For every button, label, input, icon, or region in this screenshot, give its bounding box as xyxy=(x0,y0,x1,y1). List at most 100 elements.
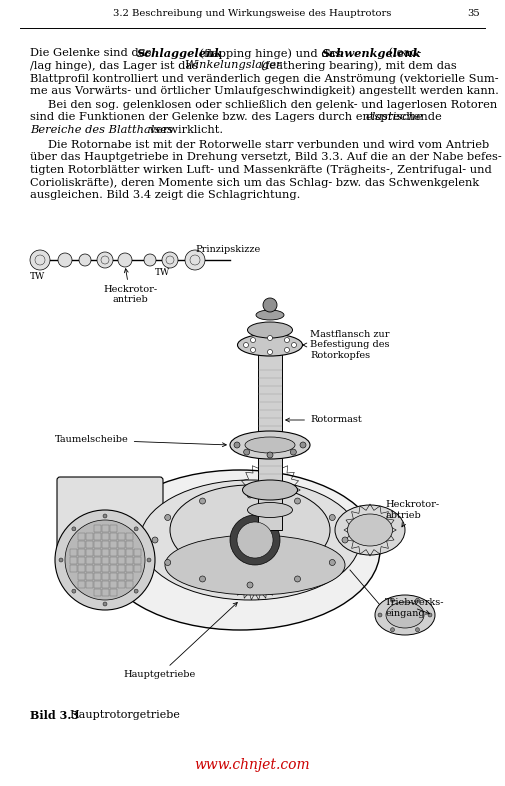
Bar xyxy=(93,589,100,596)
Bar xyxy=(93,532,100,539)
Bar xyxy=(102,524,109,531)
Circle shape xyxy=(72,527,76,531)
Circle shape xyxy=(247,582,253,588)
Circle shape xyxy=(300,442,306,448)
Circle shape xyxy=(103,514,107,518)
Circle shape xyxy=(58,253,72,267)
Bar xyxy=(118,572,125,579)
Bar xyxy=(93,564,100,571)
Bar xyxy=(110,572,117,579)
Circle shape xyxy=(263,298,277,312)
Circle shape xyxy=(30,250,50,270)
Text: verwirklicht.: verwirklicht. xyxy=(146,125,223,135)
Circle shape xyxy=(329,560,335,565)
Bar xyxy=(85,556,92,564)
Circle shape xyxy=(416,598,420,602)
Bar xyxy=(126,581,132,587)
Ellipse shape xyxy=(230,431,310,459)
Bar xyxy=(118,541,125,548)
Bar xyxy=(102,564,109,571)
Circle shape xyxy=(294,576,300,582)
Circle shape xyxy=(199,576,206,582)
Circle shape xyxy=(165,515,171,520)
Bar xyxy=(93,549,100,556)
Bar xyxy=(102,581,109,587)
Ellipse shape xyxy=(335,505,405,555)
Circle shape xyxy=(244,449,249,455)
Circle shape xyxy=(165,560,171,565)
Bar xyxy=(126,532,132,539)
Circle shape xyxy=(247,492,253,498)
Circle shape xyxy=(250,337,256,343)
Circle shape xyxy=(199,498,206,504)
Text: TW: TW xyxy=(30,272,45,281)
Bar xyxy=(110,524,117,531)
Bar xyxy=(85,541,92,548)
Text: 3.2 Beschreibung und Wirkungsweise des Hauptrotors: 3.2 Beschreibung und Wirkungsweise des H… xyxy=(113,9,392,18)
Bar xyxy=(126,549,132,556)
Circle shape xyxy=(378,613,382,617)
Bar xyxy=(85,581,92,587)
Ellipse shape xyxy=(140,480,360,600)
Text: /lag hinge), das Lager ist das: /lag hinge), das Lager ist das xyxy=(30,61,202,71)
Text: Bereiche des Blatthalses: Bereiche des Blatthalses xyxy=(30,125,173,135)
Circle shape xyxy=(342,537,348,543)
Bar xyxy=(258,350,282,530)
Bar xyxy=(110,589,117,596)
Text: (flapping hinge) und das: (flapping hinge) und das xyxy=(196,48,345,59)
Circle shape xyxy=(147,558,151,562)
Circle shape xyxy=(329,515,335,520)
Text: Die Rotornabe ist mit der Rotorwelle starr verbunden und wird vom Antrieb: Die Rotornabe ist mit der Rotorwelle sta… xyxy=(48,139,489,149)
Circle shape xyxy=(97,252,113,268)
Text: Heckrotor-
abtrieb: Heckrotor- abtrieb xyxy=(385,501,439,527)
Circle shape xyxy=(230,515,280,565)
Bar xyxy=(133,564,140,571)
Circle shape xyxy=(250,347,256,352)
Text: Winkelungslager: Winkelungslager xyxy=(184,61,281,71)
Circle shape xyxy=(134,527,138,531)
Bar xyxy=(110,581,117,587)
Circle shape xyxy=(428,613,432,617)
Circle shape xyxy=(65,520,145,600)
Text: Mastflansch zur
Befestigung des
Rotorkopfes: Mastflansch zur Befestigung des Rotorkop… xyxy=(303,330,389,360)
Circle shape xyxy=(144,254,156,266)
Ellipse shape xyxy=(375,595,435,635)
Bar xyxy=(110,549,117,556)
Bar xyxy=(102,549,109,556)
Bar xyxy=(126,572,132,579)
Ellipse shape xyxy=(245,437,295,453)
Ellipse shape xyxy=(256,310,284,320)
Circle shape xyxy=(234,442,240,448)
Bar xyxy=(77,572,84,579)
Circle shape xyxy=(267,452,273,458)
Bar xyxy=(77,556,84,564)
Text: Blattprofil kontrolliert und veränderlich gegen die Anströmung (vektorielle Sum-: Blattprofil kontrolliert und veränderlic… xyxy=(30,73,498,83)
Bar xyxy=(77,581,84,587)
Text: Schwenkgelenk: Schwenkgelenk xyxy=(322,48,422,59)
Ellipse shape xyxy=(242,480,297,500)
Text: Rotormast: Rotormast xyxy=(286,416,362,424)
Text: Heckrotor-
antrieb: Heckrotor- antrieb xyxy=(103,269,157,304)
Circle shape xyxy=(390,628,394,632)
Text: Taumelscheibe: Taumelscheibe xyxy=(55,435,226,446)
Bar xyxy=(77,532,84,539)
Circle shape xyxy=(243,343,248,347)
Bar xyxy=(118,549,125,556)
Circle shape xyxy=(290,449,296,455)
Text: Hauptgetriebe: Hauptgetriebe xyxy=(124,603,237,679)
Circle shape xyxy=(55,510,155,610)
Text: me aus Vorwärts- und örtlicher Umlaufgeschwindigkeit) angestellt werden kann.: me aus Vorwärts- und örtlicher Umlaufges… xyxy=(30,86,499,96)
Circle shape xyxy=(291,343,296,347)
Bar xyxy=(93,541,100,548)
Bar xyxy=(133,549,140,556)
Text: Triebwerks-
eingang: Triebwerks- eingang xyxy=(385,598,444,618)
Bar xyxy=(126,564,132,571)
Circle shape xyxy=(284,347,289,352)
Text: Schlaggelenk: Schlaggelenk xyxy=(137,48,223,59)
Circle shape xyxy=(390,598,394,602)
Bar xyxy=(77,541,84,548)
Bar xyxy=(93,572,100,579)
Bar xyxy=(118,532,125,539)
Circle shape xyxy=(79,254,91,266)
Bar xyxy=(70,549,76,556)
